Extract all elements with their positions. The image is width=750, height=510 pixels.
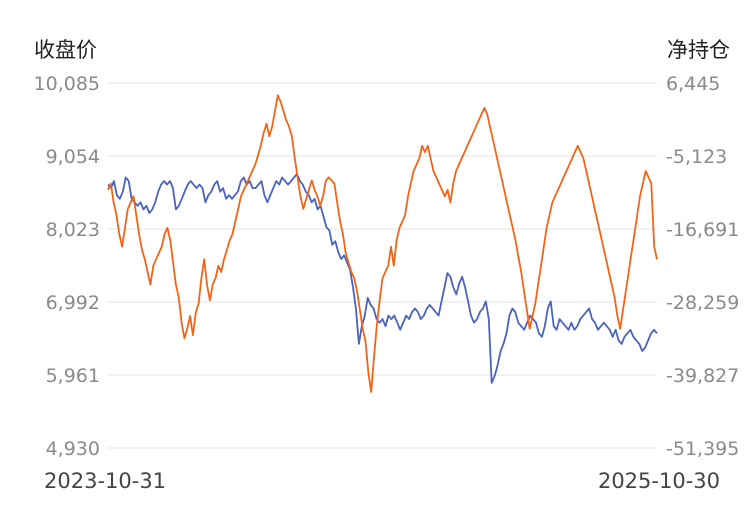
left-tick-label: 5,961 (46, 365, 100, 387)
right-tick-label: -16,691 (666, 219, 739, 241)
left-tick-label: 9,054 (46, 146, 100, 168)
left-axis-ticks: 10,085 9,054 8,023 6,992 5,961 4,930 (34, 73, 100, 460)
left-tick-label: 6,992 (46, 292, 100, 314)
series-lines (107, 94, 658, 393)
right-axis-title: 净持仓 (667, 38, 730, 62)
left-axis-title: 收盘价 (34, 38, 97, 62)
right-tick-label: -39,827 (666, 365, 739, 387)
left-tick-label: 10,085 (34, 73, 100, 95)
right-tick-label: -5,123 (666, 146, 727, 168)
left-tick-label: 8,023 (46, 219, 100, 241)
x-end-label: 2025-10-30 (598, 469, 720, 493)
left-tick-label: 4,930 (46, 438, 100, 460)
right-axis-ticks: 6,445 -5,123 -16,691 -28,259 -39,827 -51,395 (666, 73, 739, 460)
right-tick-label: 6,445 (666, 73, 720, 95)
right-tick-label: -51,395 (666, 438, 739, 460)
x-start-label: 2023-10-31 (44, 469, 166, 493)
close-price-line (107, 173, 658, 384)
right-tick-label: -28,259 (666, 292, 739, 314)
gridlines (108, 82, 657, 449)
net-position-line (107, 94, 658, 393)
